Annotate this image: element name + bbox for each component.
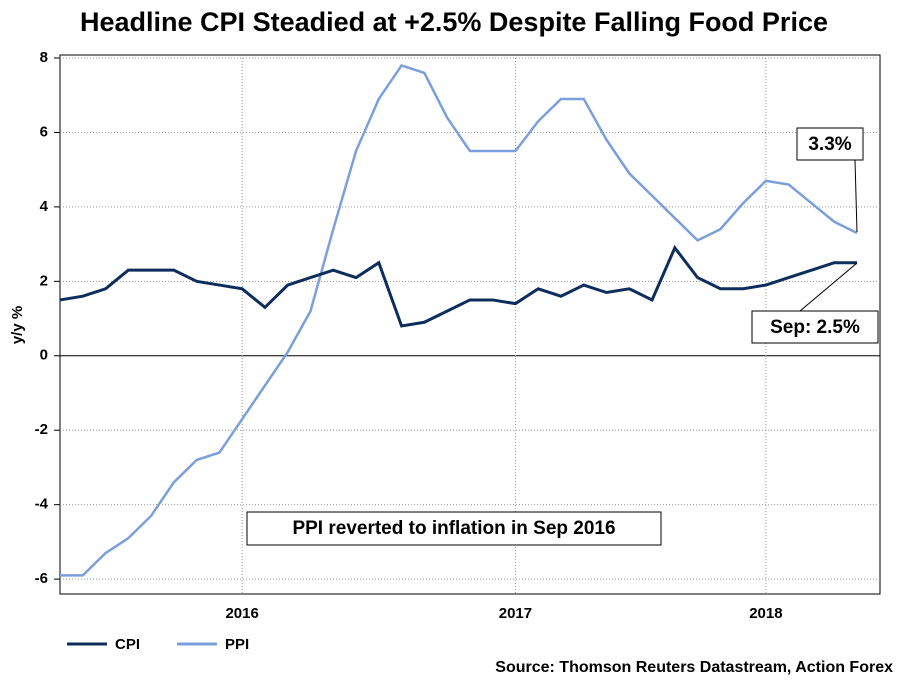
- chart-title: Headline CPI Steadied at +2.5% Despite F…: [80, 7, 828, 37]
- series-line: [60, 63, 858, 577]
- leader-line: [799, 262, 858, 312]
- plot-frame: [59, 54, 881, 595]
- x-tick-label: 2018: [749, 605, 782, 622]
- series-line: [59, 244, 857, 328]
- annotation: Sep: 2.5%: [770, 317, 860, 338]
- callout-box: [751, 310, 879, 344]
- annotation: 3.3%: [808, 134, 851, 155]
- y-tick-label: -2: [35, 421, 48, 438]
- annotations: 3.3% Sep: 2.5% PPI reverted to inflation…: [246, 127, 879, 546]
- x-tick-label: 2016: [225, 605, 258, 622]
- y-tick-label: 8: [40, 49, 48, 66]
- y-tick-label: -4: [35, 496, 49, 513]
- legend-label: CPI: [115, 636, 140, 653]
- y-tick-label: -6: [35, 570, 48, 587]
- source: Source: Thomson Reuters Datastream, Acti…: [495, 659, 893, 676]
- y-tick-label: 0: [40, 347, 48, 364]
- annotation: PPI reverted to inflation in Sep 2016: [292, 518, 615, 539]
- legend-label: PPI: [225, 636, 249, 653]
- y-tick-label: 4: [40, 198, 49, 215]
- y-axis-label: y/y %: [9, 306, 26, 344]
- x-tick-label: 2017: [499, 605, 532, 622]
- callout-box: [246, 511, 662, 546]
- y-tick-label: 2: [40, 272, 48, 289]
- callout-box: [796, 127, 864, 161]
- leader-line: [854, 159, 858, 233]
- y-tick-label: 6: [40, 123, 48, 140]
